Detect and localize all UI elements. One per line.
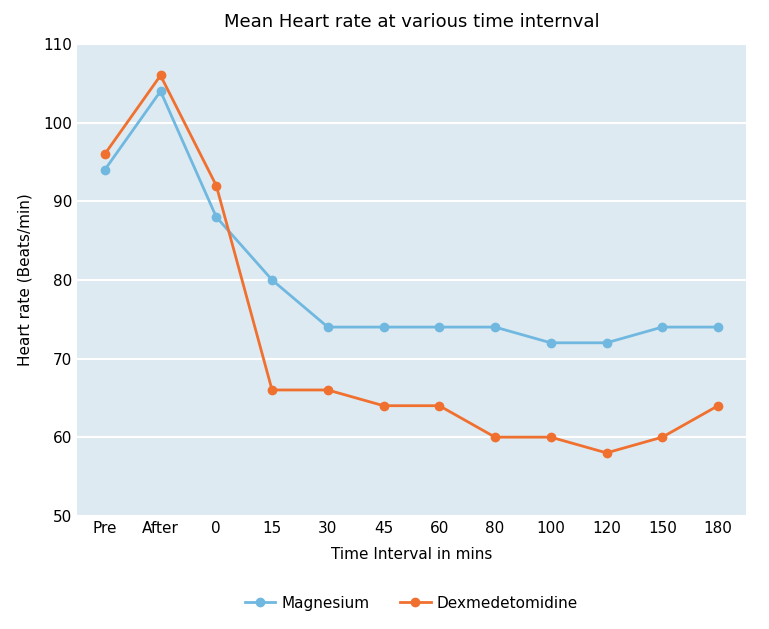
Legend: Magnesium, Dexmedetomidine: Magnesium, Dexmedetomidine bbox=[238, 589, 584, 617]
Magnesium bbox=[657, 323, 667, 331]
Magnesium bbox=[211, 213, 221, 221]
Magnesium bbox=[602, 339, 611, 347]
Magnesium bbox=[434, 323, 444, 331]
Magnesium bbox=[268, 276, 277, 284]
Title: Mean Heart rate at various time internval: Mean Heart rate at various time internva… bbox=[224, 13, 599, 31]
Dexmedetomidine bbox=[211, 182, 221, 189]
X-axis label: Time Interval in mins: Time Interval in mins bbox=[331, 547, 492, 562]
Magnesium bbox=[156, 87, 165, 95]
Magnesium bbox=[323, 323, 332, 331]
Dexmedetomidine bbox=[714, 402, 723, 409]
Magnesium bbox=[546, 339, 555, 347]
Dexmedetomidine bbox=[156, 72, 165, 79]
Line: Magnesium: Magnesium bbox=[101, 87, 722, 347]
Dexmedetomidine bbox=[268, 386, 277, 394]
Magnesium bbox=[100, 166, 109, 174]
Dexmedetomidine bbox=[100, 150, 109, 158]
Dexmedetomidine bbox=[491, 433, 500, 441]
Line: Dexmedetomidine: Dexmedetomidine bbox=[101, 71, 722, 457]
Magnesium bbox=[714, 323, 723, 331]
Dexmedetomidine bbox=[546, 433, 555, 441]
Y-axis label: Heart rate (Beats/min): Heart rate (Beats/min) bbox=[17, 194, 32, 366]
Magnesium bbox=[379, 323, 388, 331]
Dexmedetomidine bbox=[602, 449, 611, 457]
Dexmedetomidine bbox=[379, 402, 388, 409]
Dexmedetomidine bbox=[657, 433, 667, 441]
Magnesium bbox=[491, 323, 500, 331]
Dexmedetomidine bbox=[323, 386, 332, 394]
Dexmedetomidine bbox=[434, 402, 444, 409]
